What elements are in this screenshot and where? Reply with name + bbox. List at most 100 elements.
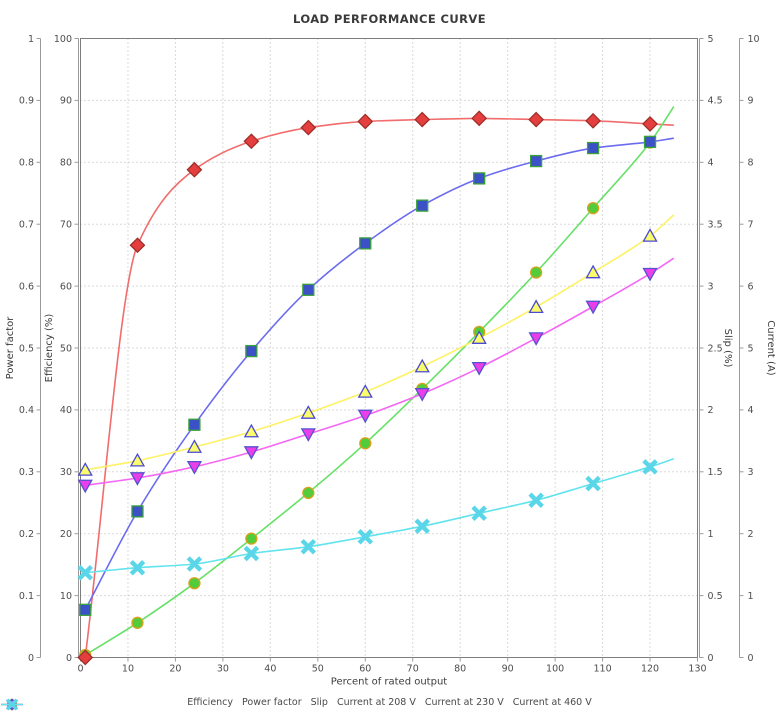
- triangle-up-marker-icon: [129, 452, 146, 467]
- square-marker-icon: [643, 135, 657, 149]
- tick-label: 30: [60, 467, 72, 478]
- axis-slip: 0 0.5 1 1.5 2 2.5 3 3.5 4 4.5 5 Slip (%): [699, 34, 733, 664]
- triangle-down-marker-icon: [129, 472, 146, 486]
- axis-x: 0 10 20 30 40 50 60 70 80 90 100 110 120 130 Percent o…: [77, 657, 707, 688]
- triangle-down-marker-icon: [642, 267, 658, 282]
- tick-label: 0.6: [19, 281, 34, 292]
- tick-label: 7: [748, 220, 754, 231]
- legend-label: Current at 460 V: [512, 697, 592, 708]
- series-markers-power_factor: [79, 135, 657, 616]
- circle-marker-icon: [245, 532, 258, 545]
- square-marker-icon: [359, 237, 372, 250]
- triangle-up-marker-icon: [414, 358, 430, 373]
- tick-label: 80: [60, 158, 72, 169]
- diamond-marker-icon: [357, 113, 374, 130]
- square-marker-icon: [302, 283, 315, 296]
- tick-label: 80: [454, 664, 466, 675]
- tick-label: 0: [708, 653, 714, 664]
- diamond-marker-icon: [129, 237, 146, 254]
- diamond-marker-icon: [77, 649, 94, 666]
- triangle-down-marker-icon: [300, 428, 316, 442]
- legend-item-power_factor: Power factor: [1, 697, 302, 710]
- tick-label: 90: [60, 96, 72, 107]
- tick-label: 6: [748, 281, 754, 292]
- tick-label: 0: [28, 653, 34, 664]
- tick-label: 1: [28, 34, 34, 45]
- tick-label: 9: [748, 96, 754, 107]
- tick-label: 0.1: [19, 591, 34, 602]
- legend-item-efficiency: Efficiency: [1, 697, 233, 711]
- tick-label: 3.5: [708, 220, 723, 231]
- diamond-marker-icon: [528, 111, 545, 128]
- tick-label: 0.2: [19, 529, 34, 540]
- triangle-up-marker-icon: [471, 330, 487, 344]
- diamond-marker-icon: [186, 161, 203, 178]
- tick-label: 0: [77, 664, 83, 675]
- triangle-up-marker-icon: [77, 462, 93, 476]
- series-line-current_208: [85, 214, 675, 471]
- circle-marker-icon: [586, 201, 600, 215]
- tick-label: 8: [748, 158, 754, 169]
- square-marker-icon: [188, 418, 201, 431]
- square-marker-icon: [586, 141, 600, 155]
- tick-label: 120: [641, 664, 659, 675]
- tick-label: 100: [54, 34, 72, 45]
- x-marker-icon: [77, 564, 94, 581]
- circle-marker-icon: [302, 486, 315, 499]
- x-marker-icon: [414, 518, 430, 535]
- legend-label: Slip: [310, 697, 328, 708]
- x-marker-icon: [642, 459, 658, 475]
- tick-label: 50: [60, 343, 72, 354]
- tick-label: 3: [748, 467, 754, 478]
- legend-label: Power factor: [242, 697, 302, 708]
- axis-title-x: Percent of rated output: [331, 677, 448, 688]
- x-marker-icon: [585, 475, 601, 492]
- diamond-marker-icon: [300, 119, 317, 136]
- tick-label: 0: [748, 653, 754, 664]
- tick-label: 2.5: [708, 343, 723, 354]
- triangle-up-marker-icon: [585, 264, 601, 279]
- tick-label: 40: [264, 664, 276, 675]
- circle-marker-icon: [188, 577, 201, 590]
- x-marker-icon: [357, 529, 374, 545]
- axis-current: 0 1 2 3 4 5 6 7 8 9 10 Current (A): [739, 34, 776, 664]
- square-marker-icon: [79, 603, 92, 616]
- series-markers-current_460: [77, 459, 658, 581]
- x-marker-icon: [5, 698, 19, 711]
- tick-label: 3: [708, 281, 714, 292]
- tick-label: 0.8: [19, 158, 34, 169]
- plot-border: [80, 38, 698, 658]
- triangle-down-marker-icon: [186, 460, 203, 475]
- series-markers-slip: [79, 136, 657, 662]
- series-line-current_460: [85, 458, 675, 574]
- x-marker-icon: [186, 556, 203, 572]
- tick-label: 100: [546, 664, 564, 675]
- tick-label: 0.4: [19, 405, 34, 416]
- diamond-marker-icon: [243, 133, 260, 150]
- tick-label: 5: [708, 34, 714, 45]
- tick-label: 0.3: [19, 467, 34, 478]
- tick-label: 4: [748, 405, 754, 416]
- tick-label: 60: [60, 281, 72, 292]
- triangle-up-marker-icon: [642, 228, 658, 242]
- triangle-up-marker-icon: [300, 405, 316, 419]
- tick-label: 60: [359, 664, 371, 675]
- series-line-current_230: [85, 257, 675, 487]
- square-marker-icon: [245, 344, 258, 358]
- triangle-down-marker-icon: [528, 332, 544, 346]
- x-marker-icon: [243, 545, 260, 562]
- legend-label: Current at 208 V: [336, 697, 416, 708]
- tick-label: 20: [169, 664, 181, 675]
- tick-label: 2: [748, 529, 754, 540]
- tick-label: 0.5: [19, 343, 34, 354]
- tick-label: 50: [312, 664, 324, 675]
- tick-label: 2: [708, 405, 714, 416]
- diamond-marker-icon: [414, 111, 431, 128]
- square-marker-icon: [529, 154, 543, 168]
- tick-label: 40: [60, 405, 72, 416]
- triangle-down-marker-icon: [77, 479, 93, 494]
- tick-label: 4.5: [708, 96, 723, 107]
- circle-marker-icon: [131, 616, 144, 629]
- series-line-power_factor: [84, 137, 674, 611]
